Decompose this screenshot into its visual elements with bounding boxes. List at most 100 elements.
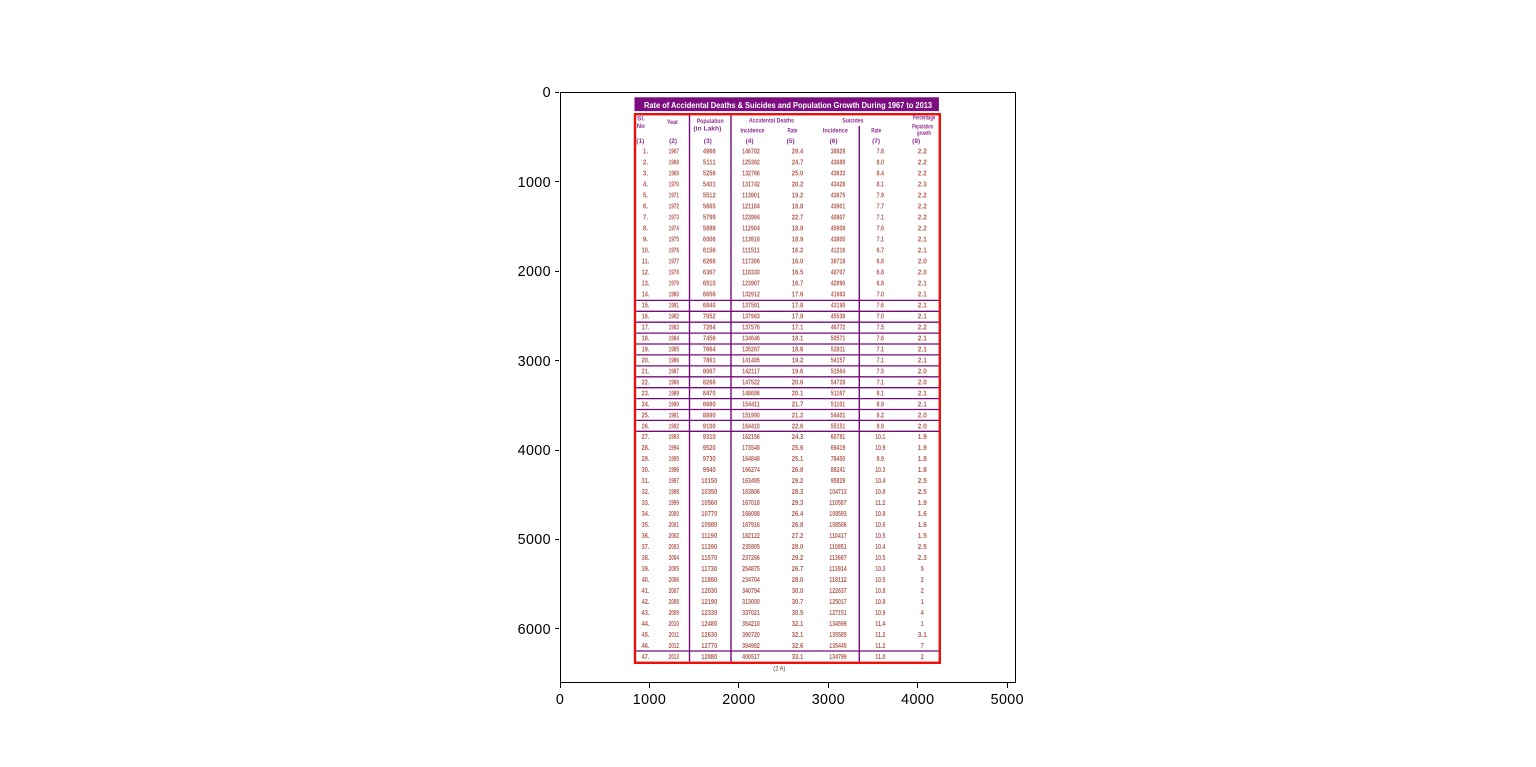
svg-text:9310: 9310 xyxy=(703,434,716,441)
svg-text:8067: 8067 xyxy=(703,368,716,375)
svg-text:10.6: 10.6 xyxy=(875,522,885,529)
svg-text:8266: 8266 xyxy=(703,379,716,386)
svg-text:2.1: 2.1 xyxy=(918,357,927,364)
svg-text:8470: 8470 xyxy=(703,390,716,397)
svg-text:7264: 7264 xyxy=(703,324,716,331)
svg-text:43800: 43800 xyxy=(831,236,846,243)
svg-text:2.0: 2.0 xyxy=(918,258,927,265)
svg-text:3.1: 3.1 xyxy=(918,632,927,639)
svg-text:110417: 110417 xyxy=(829,533,846,540)
svg-text:5.: 5. xyxy=(643,193,648,200)
svg-text:26.8: 26.8 xyxy=(792,522,804,529)
svg-text:41.: 41. xyxy=(642,588,650,595)
svg-text:24.3: 24.3 xyxy=(792,434,804,441)
svg-text:6266: 6266 xyxy=(703,258,716,265)
svg-text:Sl.: Sl. xyxy=(637,116,645,123)
svg-text:110587: 110587 xyxy=(829,500,846,507)
svg-text:12190: 12190 xyxy=(701,599,717,606)
svg-text:132912: 132912 xyxy=(742,291,760,298)
svg-text:10560: 10560 xyxy=(701,500,717,507)
svg-text:167018: 167018 xyxy=(742,500,760,507)
svg-text:11730: 11730 xyxy=(701,566,717,573)
svg-text:6.8: 6.8 xyxy=(877,258,885,265)
svg-text:10.5: 10.5 xyxy=(875,533,885,540)
svg-text:40707: 40707 xyxy=(831,269,846,276)
svg-text:6656: 6656 xyxy=(703,291,716,298)
svg-text:2.1: 2.1 xyxy=(918,390,927,397)
svg-text:16.2: 16.2 xyxy=(792,247,804,254)
svg-text:1989: 1989 xyxy=(669,390,679,397)
svg-text:2011: 2011 xyxy=(669,632,679,639)
svg-text:8680: 8680 xyxy=(703,401,716,408)
svg-text:400517: 400517 xyxy=(742,654,760,661)
svg-text:10.4: 10.4 xyxy=(875,478,885,485)
svg-text:16.7: 16.7 xyxy=(792,280,804,287)
svg-text:Year: Year xyxy=(667,119,678,126)
svg-text:6840: 6840 xyxy=(703,302,716,309)
svg-text:1981: 1981 xyxy=(669,302,679,309)
svg-text:39718: 39718 xyxy=(831,258,846,265)
svg-text:8.: 8. xyxy=(643,225,648,232)
svg-text:113916: 113916 xyxy=(742,236,760,243)
svg-text:2: 2 xyxy=(921,588,924,595)
svg-text:35.: 35. xyxy=(642,522,650,529)
svg-text:108593: 108593 xyxy=(829,511,846,518)
svg-text:69419: 69419 xyxy=(831,445,846,452)
svg-text:132766: 132766 xyxy=(742,171,760,178)
svg-text:44.: 44. xyxy=(642,621,650,628)
svg-text:6510: 6510 xyxy=(703,280,716,287)
svg-text:1998: 1998 xyxy=(669,489,679,496)
svg-text:113914: 113914 xyxy=(829,566,846,573)
svg-text:173548: 173548 xyxy=(742,445,760,452)
svg-text:10.8: 10.8 xyxy=(875,511,885,518)
svg-text:125382: 125382 xyxy=(742,160,760,167)
svg-text:2.5: 2.5 xyxy=(918,544,927,551)
svg-text:(4): (4) xyxy=(746,138,754,145)
svg-text:45.: 45. xyxy=(642,632,650,639)
svg-text:11.: 11. xyxy=(642,258,650,265)
svg-text:113697: 113697 xyxy=(829,555,846,562)
svg-text:1.6: 1.6 xyxy=(918,511,927,518)
svg-text:4.: 4. xyxy=(643,182,648,189)
svg-text:5: 5 xyxy=(921,566,924,573)
svg-text:1.5: 1.5 xyxy=(918,533,927,540)
svg-text:18.8: 18.8 xyxy=(792,225,804,232)
svg-text:51564: 51564 xyxy=(831,368,846,375)
svg-text:12030: 12030 xyxy=(701,588,717,595)
svg-text:29.3: 29.3 xyxy=(792,500,804,507)
svg-text:40807: 40807 xyxy=(831,214,846,221)
svg-text:254875: 254875 xyxy=(742,566,760,573)
svg-text:2.3: 2.3 xyxy=(918,555,927,562)
svg-text:1997: 1997 xyxy=(669,478,679,485)
svg-text:163806: 163806 xyxy=(742,489,760,496)
svg-text:10.3: 10.3 xyxy=(875,467,885,474)
svg-text:54728: 54728 xyxy=(831,379,846,386)
svg-text:Suicides: Suicides xyxy=(842,117,863,124)
svg-text:2: 2 xyxy=(921,654,924,661)
svg-text:1999: 1999 xyxy=(669,500,679,507)
svg-text:1970: 1970 xyxy=(669,182,679,189)
svg-text:2000: 2000 xyxy=(669,511,679,518)
svg-text:1974: 1974 xyxy=(669,225,679,232)
svg-text:8.1: 8.1 xyxy=(877,182,885,189)
svg-text:10.5: 10.5 xyxy=(875,577,885,584)
svg-text:34.: 34. xyxy=(642,511,650,518)
svg-text:Incidence: Incidence xyxy=(740,128,764,135)
svg-text:29.4: 29.4 xyxy=(792,149,804,156)
svg-text:30.0: 30.0 xyxy=(792,588,804,595)
svg-text:32.1: 32.1 xyxy=(792,632,804,639)
svg-text:(6): (6) xyxy=(830,138,838,145)
svg-text:12770: 12770 xyxy=(701,643,717,650)
svg-text:16.5: 16.5 xyxy=(792,269,804,276)
svg-text:88241: 88241 xyxy=(831,467,846,474)
svg-text:43901: 43901 xyxy=(831,203,846,210)
svg-text:33.1: 33.1 xyxy=(792,654,804,661)
svg-text:6.7: 6.7 xyxy=(877,247,885,254)
svg-text:20.1: 20.1 xyxy=(792,390,804,397)
svg-text:45538: 45538 xyxy=(831,313,846,320)
svg-text:17.9: 17.9 xyxy=(792,313,804,320)
svg-text:27.: 27. xyxy=(642,434,650,441)
svg-text:5665: 5665 xyxy=(703,203,716,210)
svg-text:9.: 9. xyxy=(643,236,648,243)
svg-text:4: 4 xyxy=(921,610,924,617)
